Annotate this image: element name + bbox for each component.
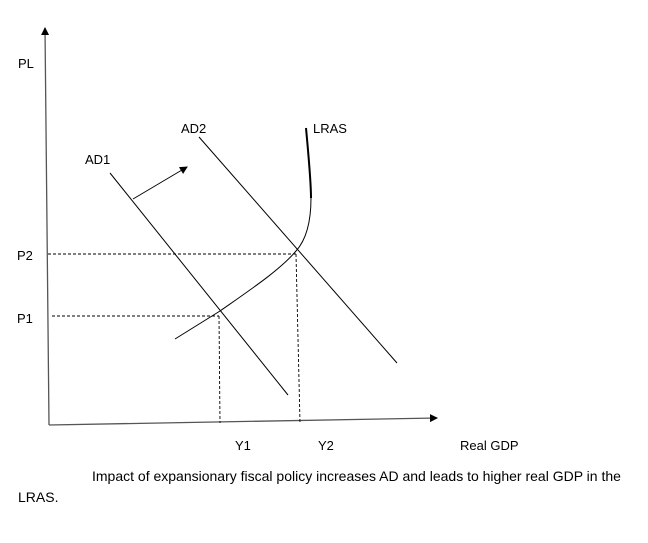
- caption-line-2: LRAS.: [18, 489, 59, 505]
- y-axis: [41, 27, 50, 426]
- shift-arrow: [132, 166, 188, 200]
- caption-line-1: Impact of expansionary fiscal policy inc…: [92, 468, 621, 484]
- y2-guide: [295, 253, 301, 424]
- y2-label: Y2: [318, 438, 334, 453]
- y1-guide: [218, 315, 221, 424]
- y-axis-label: PL: [18, 56, 34, 71]
- ad2-curve: [198, 136, 398, 364]
- ad1-label: AD1: [85, 152, 111, 167]
- p1-label: P1: [17, 311, 33, 326]
- lras-curve-thick-top: [305, 127, 312, 199]
- p2-label: P2: [17, 248, 33, 263]
- ad2-label: AD2: [181, 121, 207, 136]
- lras-label: LRAS: [313, 121, 347, 136]
- x-axis: [48, 414, 438, 426]
- x-axis-label: Real GDP: [460, 438, 519, 453]
- lras-curve: [174, 127, 312, 340]
- y1-label: Y1: [235, 438, 251, 453]
- ad1-curve: [109, 172, 289, 396]
